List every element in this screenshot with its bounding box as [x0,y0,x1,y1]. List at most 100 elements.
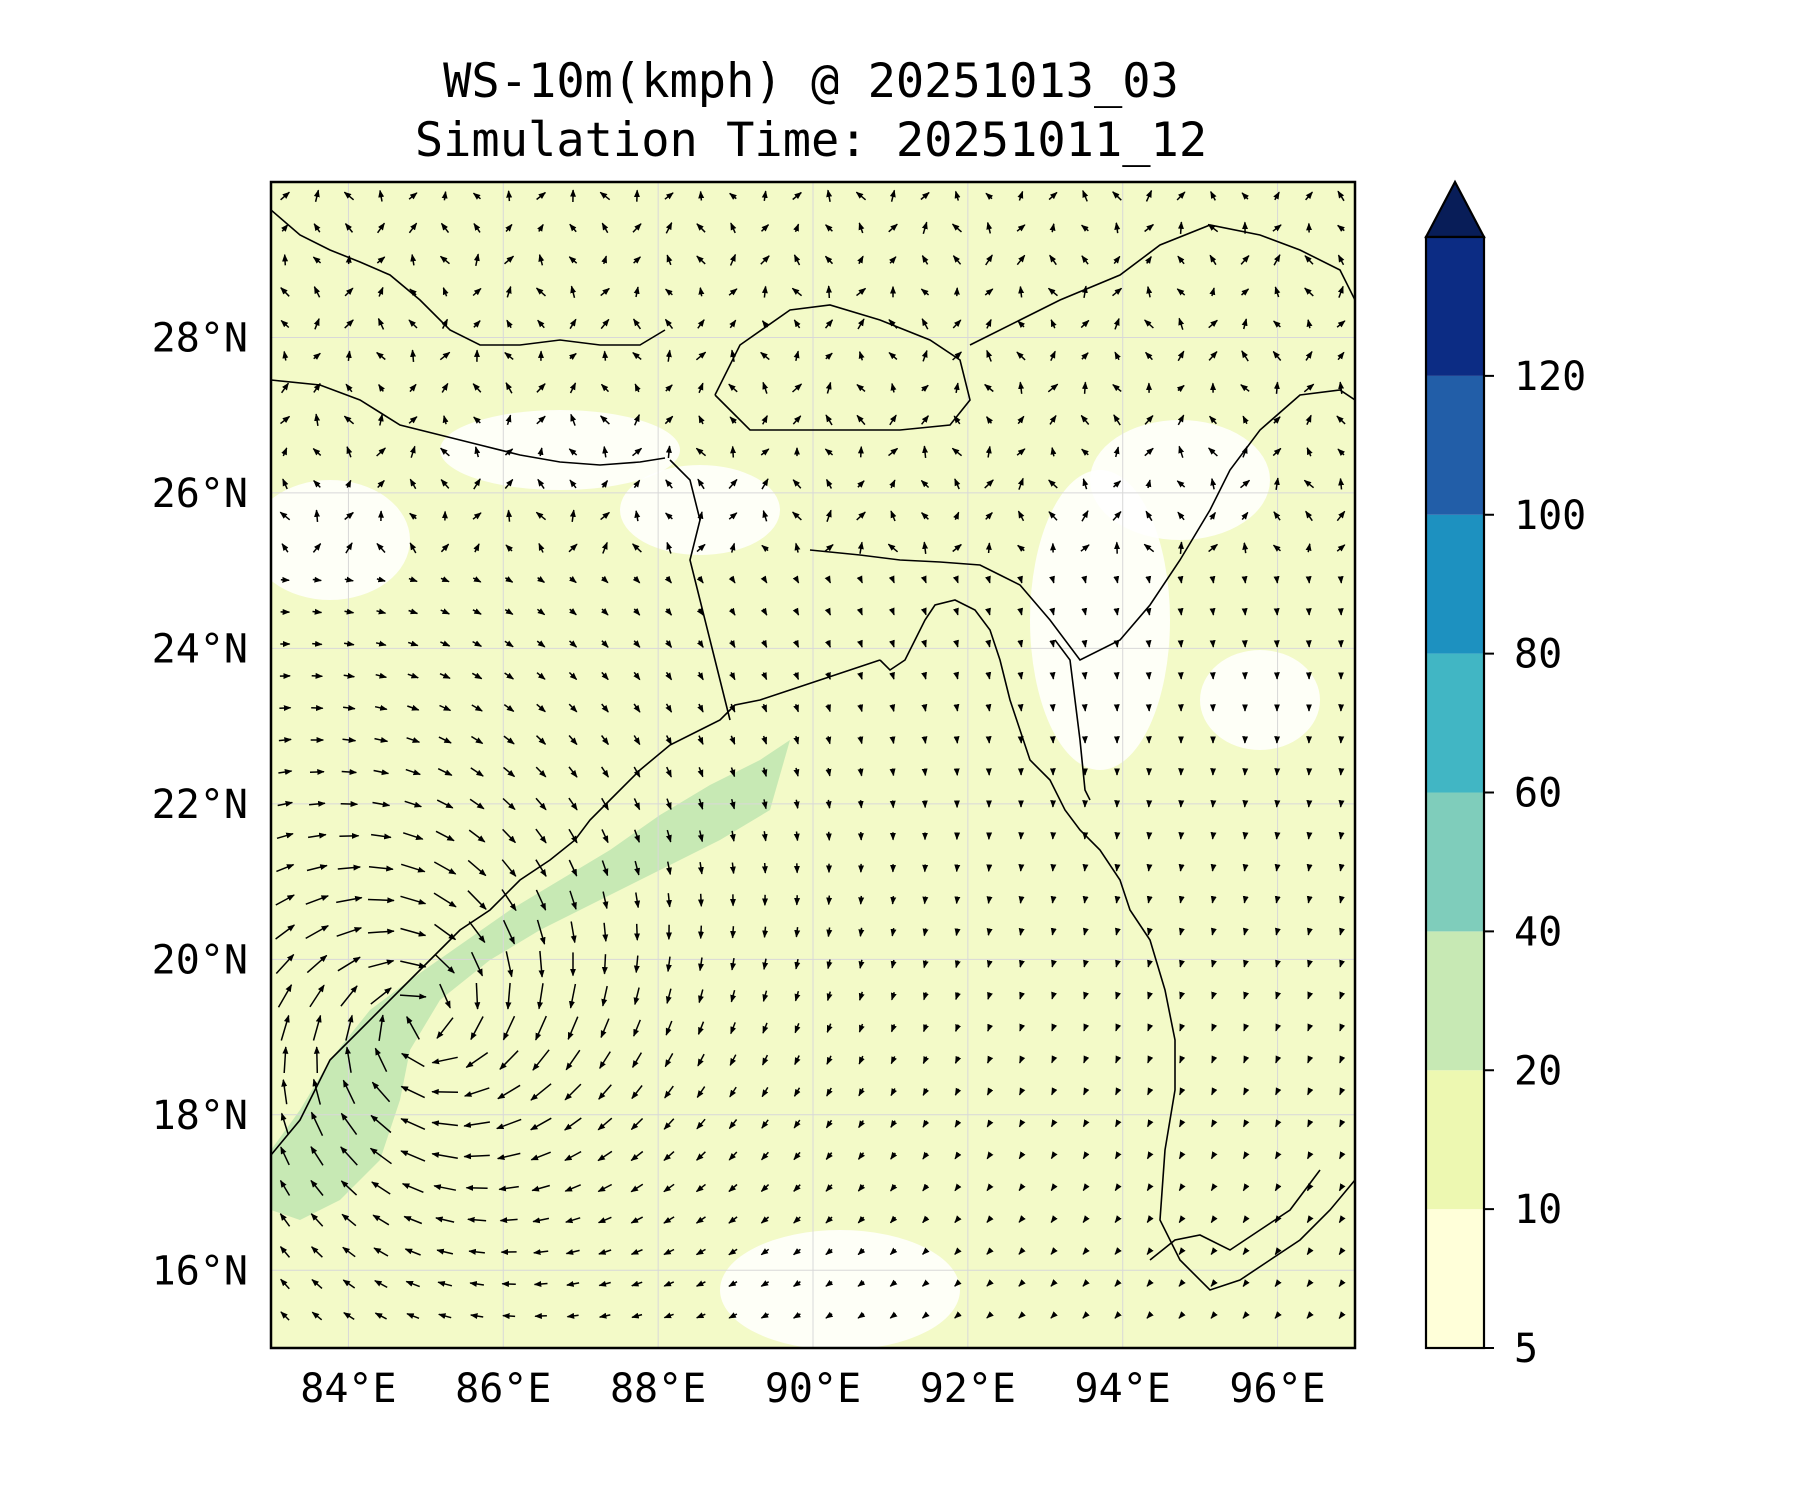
wind-arrow [701,894,702,906]
lat-tick-label: 16°N [152,1248,248,1294]
calm-patch [720,1230,960,1350]
lon-tick-label: 86°E [455,1366,551,1412]
wind-arrow [1245,865,1246,871]
wind-arrow [829,286,830,298]
wind-arrow [1021,705,1022,711]
wind-arrow [341,804,358,805]
wind-arrow [342,772,357,773]
colorbar-bin [1426,376,1484,515]
colorbar-extend-triangle [1426,182,1484,237]
wind-arrow [1117,865,1118,871]
wind-arrow [1181,542,1182,554]
wind-arrow [1053,897,1054,903]
lat-tick-label: 24°N [152,626,248,672]
wind-arrow [925,769,926,776]
wind-arrow [893,896,894,904]
wind-arrow [733,447,734,458]
wind-arrow [797,832,798,841]
wind-arrow [1341,833,1342,839]
colorbar-tick-label: 10 [1514,1187,1562,1233]
wind-arrow [312,644,322,645]
wind-arrow [1277,865,1278,871]
wind-arrow [312,676,323,677]
latitude-axis: 16°N18°N20°N22°N24°N26°N28°N [152,315,248,1294]
wind-arrow [605,351,606,360]
wind-arrow [1085,641,1086,647]
wind-arrow [1341,801,1342,807]
wind-arrow [1213,641,1214,647]
wind-arrow [893,769,894,776]
wind-arrow [1245,577,1246,583]
wind-arrow [765,863,766,873]
wind-arrow [1309,801,1310,807]
wind-arrow [957,737,958,743]
lon-tick-label: 84°E [300,1366,396,1412]
wind-arrow [605,954,606,974]
wind-arrow [310,772,324,773]
wind-arrow [1117,609,1118,615]
wind-arrow [829,832,830,840]
wind-arrow [1117,673,1118,679]
colorbar-tick-label: 120 [1514,354,1586,400]
lon-tick-label: 94°E [1075,1366,1171,1412]
wind-arrow [1277,577,1278,583]
lat-tick-label: 20°N [152,937,248,983]
wind-arrow [509,191,510,201]
calm-patch [1090,420,1270,540]
wind-arrow [989,865,990,871]
wind-arrow [1181,577,1182,583]
wind-arrow [989,543,990,553]
wind-arrow [1085,865,1086,871]
wind-arrow [957,897,958,904]
colorbar-bin [1426,515,1484,654]
wind-arrow [1021,673,1022,679]
wind-arrow [829,896,830,905]
wind-arrow [1149,609,1150,615]
wind-arrow [317,1047,318,1073]
wind-arrow [893,800,894,807]
wind-arrow [1181,609,1182,615]
figure-title-line1: WS-10m(kmph) @ 20251013_03 [443,54,1179,109]
wind-arrow [1341,769,1342,775]
wind-arrow [989,705,990,711]
wind-arrow [765,927,766,938]
colorbar-tick-label: 40 [1514,909,1562,955]
wind-arrow [1085,897,1086,903]
wind-arrow [1245,801,1246,807]
lon-tick-label: 96°E [1229,1366,1325,1412]
colorbar-bin [1426,237,1484,376]
map-area[interactable] [250,182,1355,1350]
wind-arrow [1277,609,1278,615]
wind-arrow [535,1284,548,1285]
wind-arrow [1085,382,1086,394]
wind-arrow [413,350,414,362]
wind-arrow [509,510,510,521]
wind-arrow [957,865,958,872]
wind-arrow [1213,801,1214,807]
wind-arrow [989,897,990,903]
wind-arrow [1181,222,1182,234]
wind-arrow [1213,609,1214,615]
calm-patch [250,480,410,600]
wind-arrow [317,510,318,522]
wind-arrow [1213,865,1214,871]
wind-arrow [1213,577,1214,583]
wind-arrow [861,800,862,808]
colorbar-tick-label: 100 [1514,493,1586,539]
wind-arrow [285,255,286,266]
colorbar-tick-label: 5 [1514,1326,1538,1372]
colorbar-bin [1426,1209,1484,1348]
colorbar-bin [1426,654,1484,793]
wind-arrow [1245,609,1246,615]
wind-arrow [313,580,321,581]
lat-tick-label: 18°N [152,1093,248,1139]
wind-arrow [503,1316,515,1317]
wind-arrow [1309,577,1310,583]
colorbar-tick-label: 20 [1514,1048,1562,1094]
wind-arrow [1021,737,1022,743]
wind-arrow [1149,673,1150,679]
wind-arrow [1053,865,1054,871]
lat-tick-label: 22°N [152,782,248,828]
